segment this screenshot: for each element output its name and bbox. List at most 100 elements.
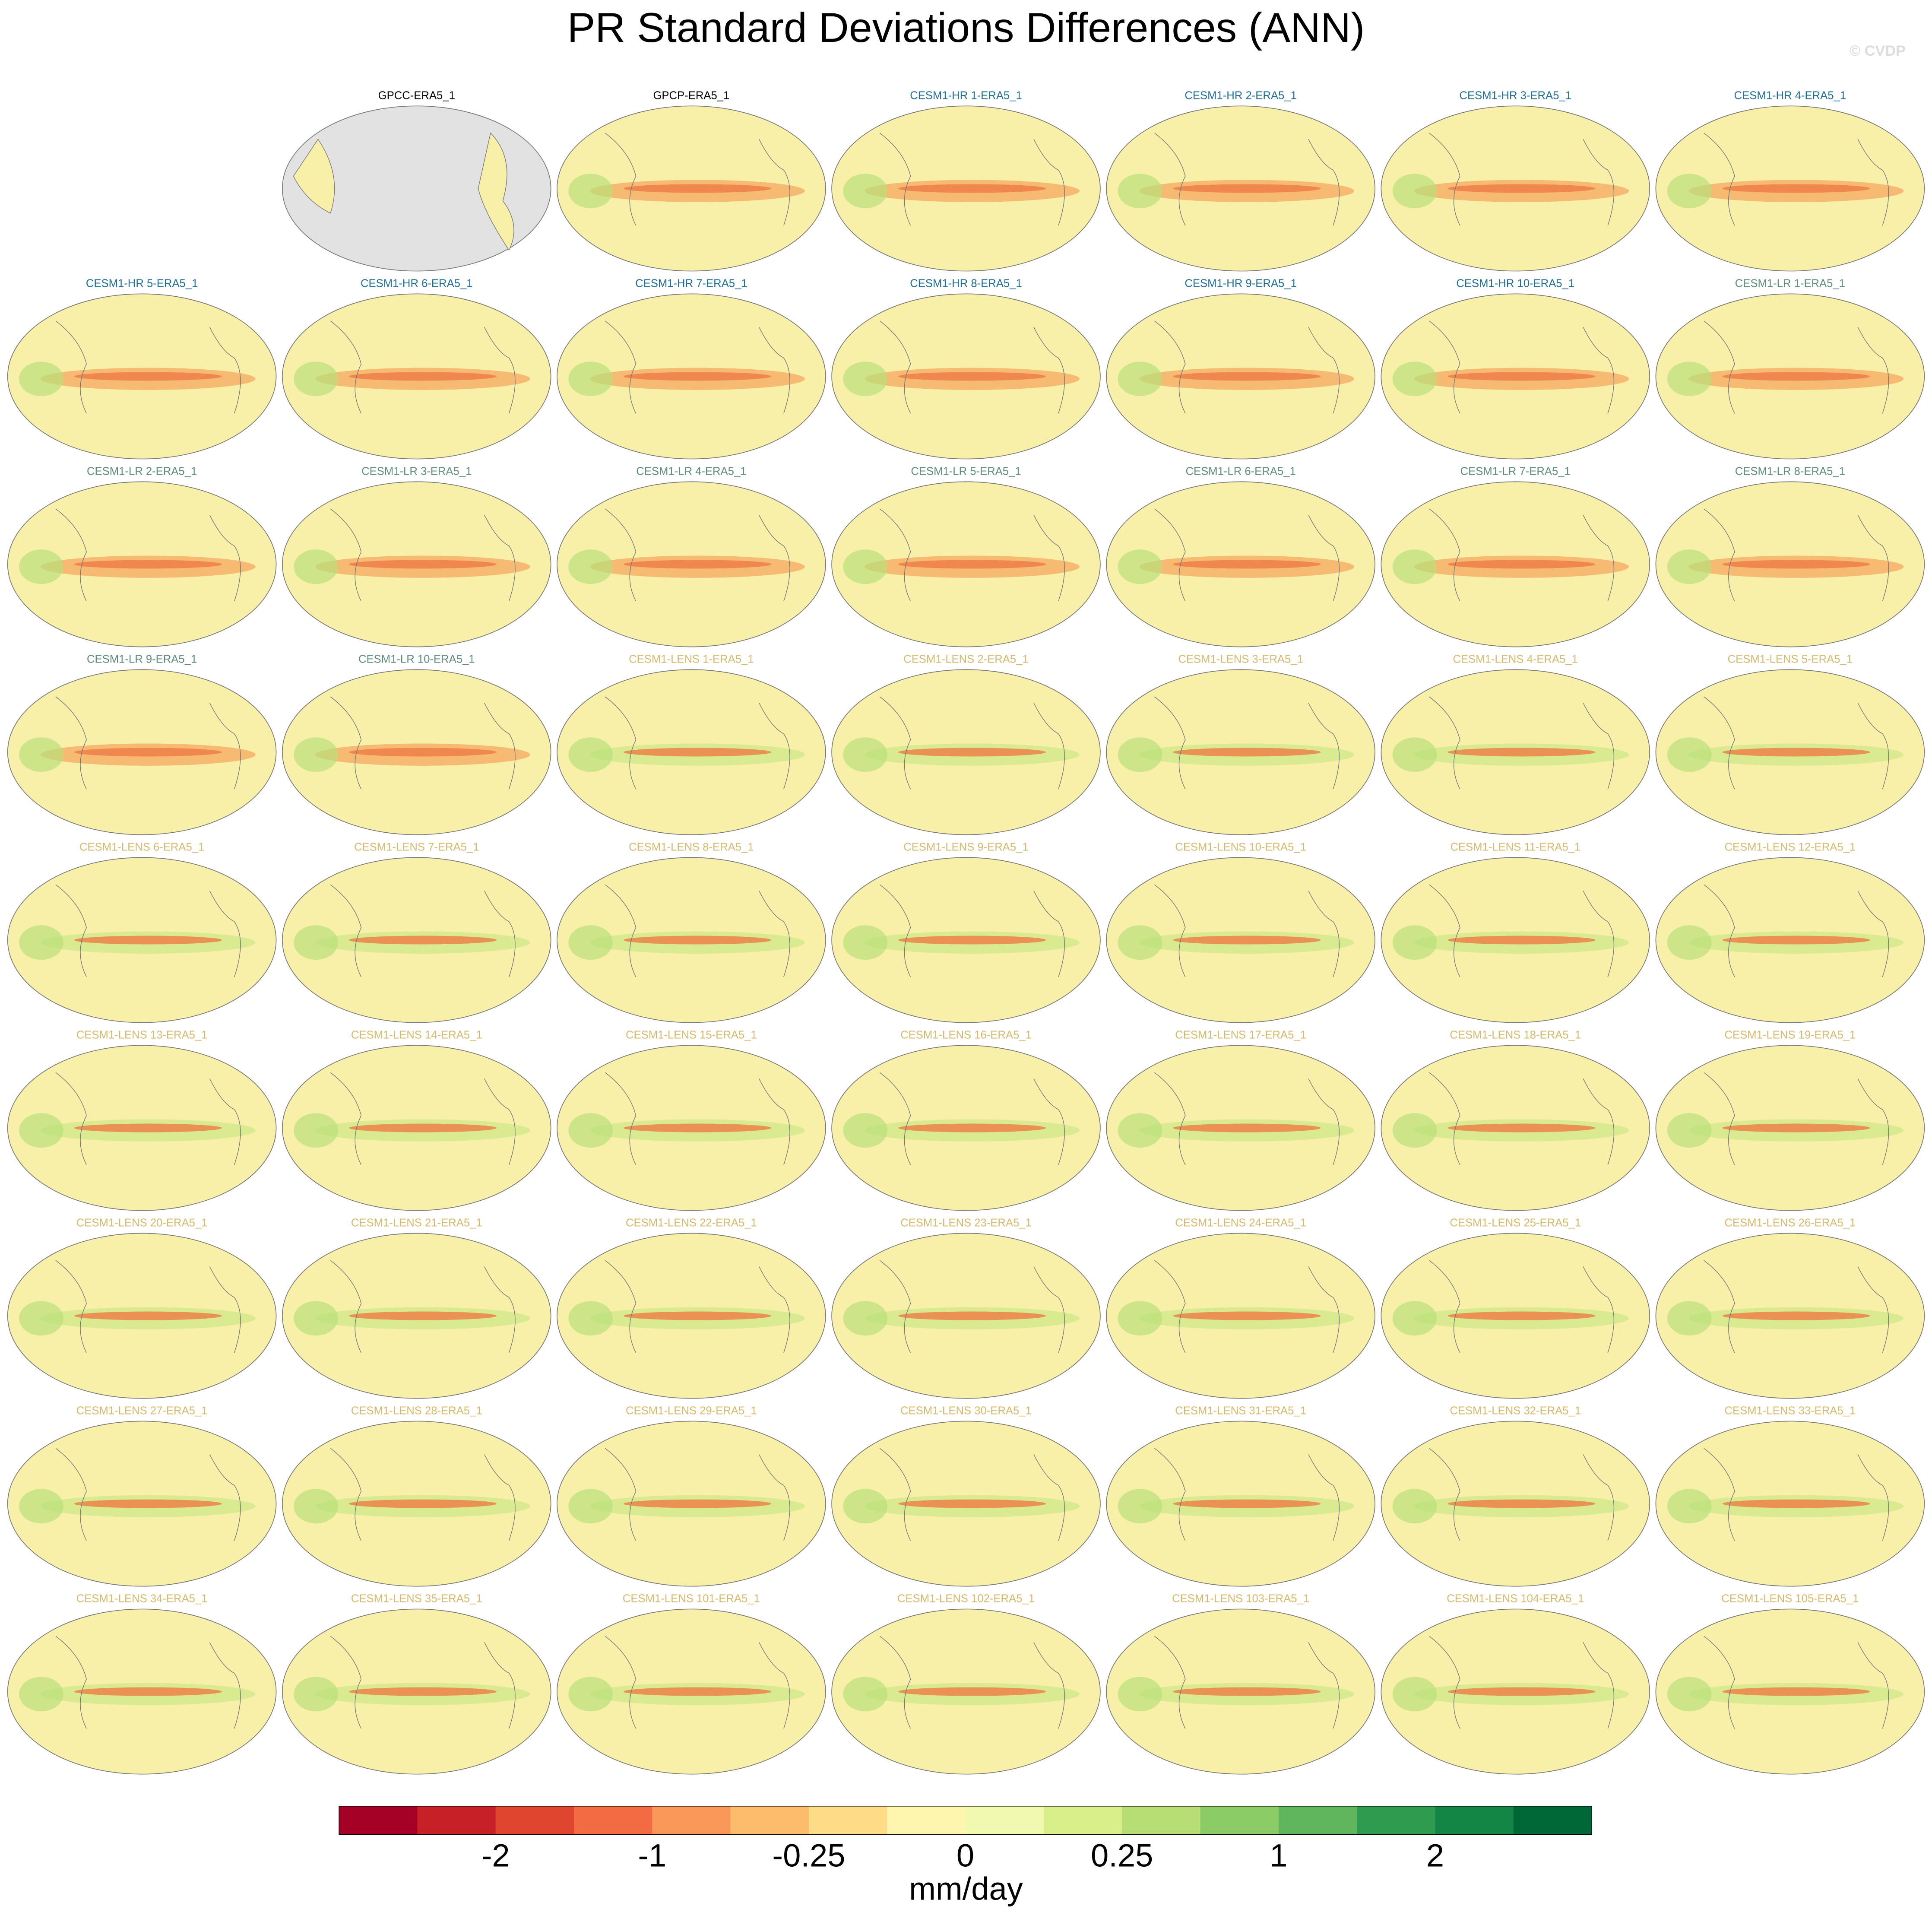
west-green	[843, 925, 888, 960]
coastline	[879, 133, 1065, 226]
coastline	[1429, 320, 1615, 414]
coastline	[1704, 1072, 1889, 1165]
west-green	[294, 1301, 338, 1336]
equatorial-core	[1722, 1687, 1870, 1696]
coastline	[330, 1072, 516, 1165]
equatorial-core	[624, 936, 772, 945]
coastline	[1154, 320, 1340, 414]
map-panel	[282, 1421, 551, 1587]
map-panel	[1106, 1045, 1375, 1211]
west-green	[1118, 925, 1162, 960]
map-panel	[282, 857, 551, 1023]
equatorial-core	[74, 372, 222, 381]
panel-title: CESM1-HR 10-ERA5_1	[1456, 277, 1574, 289]
equatorial-core	[1173, 1311, 1321, 1320]
equatorial-core	[1173, 1123, 1321, 1132]
coastline	[1704, 1448, 1889, 1541]
west-green	[1392, 174, 1437, 209]
map-panel	[282, 669, 551, 835]
equatorial-core	[1173, 372, 1321, 381]
west-green	[843, 737, 888, 772]
equatorial-core	[624, 1311, 772, 1320]
map-background	[282, 105, 551, 272]
west-green	[1667, 737, 1712, 772]
equatorial-core	[898, 1311, 1046, 1320]
map-panel	[1106, 481, 1375, 647]
panel-title: CESM1-LENS 12-ERA5_1	[1724, 841, 1856, 853]
panel-title: CESM1-HR 9-ERA5_1	[1185, 277, 1296, 289]
map-panel	[282, 481, 551, 647]
west-green	[19, 1113, 63, 1148]
coastline	[879, 1072, 1065, 1165]
map-panel	[557, 669, 826, 835]
panel-title: CESM1-LENS 9-ERA5_1	[903, 841, 1028, 853]
coastline	[1704, 696, 1889, 790]
colorbar-tick-label: 1	[1270, 1837, 1287, 1873]
coastline	[1154, 884, 1340, 977]
colorbar-box	[1357, 1806, 1436, 1835]
equatorial-core	[898, 1499, 1046, 1508]
equatorial-core	[74, 936, 222, 945]
west-green	[1118, 1301, 1162, 1336]
map-panel	[1381, 1421, 1650, 1587]
panel-title: CESM1-LENS 103-ERA5_1	[1172, 1592, 1309, 1605]
colorbar-tick-label: 0	[956, 1837, 974, 1873]
colorbar-frame	[339, 1806, 1592, 1835]
coastline	[1429, 696, 1615, 790]
west-green	[1667, 1489, 1712, 1524]
panel-title: CESM1-LENS 18-ERA5_1	[1450, 1029, 1581, 1041]
equatorial-core	[1722, 1123, 1870, 1132]
colorbar-box	[1513, 1806, 1592, 1835]
west-green	[843, 549, 888, 584]
panel-title: CESM1-LENS 101-ERA5_1	[623, 1592, 760, 1605]
west-green	[1392, 1489, 1437, 1524]
west-green	[568, 549, 613, 584]
equatorial-core	[349, 1123, 497, 1132]
map-panel	[557, 857, 826, 1023]
coastline	[879, 1260, 1065, 1353]
map-panel	[1381, 1045, 1650, 1211]
equatorial-core	[898, 560, 1046, 569]
watermark: © CVDP	[1850, 43, 1906, 59]
west-green	[568, 174, 613, 209]
panel-title: CESM1-LENS 105-ERA5_1	[1721, 1592, 1859, 1605]
map-panel	[1655, 1233, 1925, 1399]
coastline	[1704, 133, 1889, 226]
panel-title: CESM1-LR 9-ERA5_1	[87, 653, 197, 665]
equatorial-core	[1447, 1499, 1596, 1508]
west-green	[1118, 362, 1162, 396]
panel-title: CESM1-LR 5-ERA5_1	[911, 465, 1021, 477]
west-green	[568, 1489, 613, 1524]
colorbar-box	[1122, 1806, 1201, 1835]
coastline	[1704, 1636, 1889, 1729]
colorbar-box	[1043, 1806, 1123, 1835]
west-green	[294, 549, 338, 584]
colorbar-box	[808, 1806, 888, 1835]
equatorial-core	[349, 1499, 497, 1508]
coastline	[1704, 884, 1889, 977]
panel-title: CESM1-HR 3-ERA5_1	[1459, 89, 1571, 101]
panel-title: CESM1-LENS 10-ERA5_1	[1175, 841, 1306, 853]
west-green	[568, 737, 613, 772]
map-panel	[7, 1608, 277, 1775]
panel-title: CESM1-LENS 15-ERA5_1	[626, 1029, 757, 1041]
map-panel	[1106, 1608, 1375, 1775]
map-panel	[557, 481, 826, 647]
map-panel	[557, 1233, 826, 1399]
west-green	[294, 737, 338, 772]
west-green	[568, 1301, 613, 1336]
colorbar-tick-label: 2	[1426, 1837, 1444, 1873]
equatorial-core	[1722, 1499, 1870, 1508]
map-panel	[1655, 857, 1925, 1023]
panel-title: CESM1-LR 8-ERA5_1	[1735, 465, 1845, 477]
west-green	[1667, 174, 1712, 209]
west-green	[1392, 1301, 1437, 1336]
west-green	[1118, 549, 1162, 584]
equatorial-core	[624, 1123, 772, 1132]
coastline	[330, 1636, 516, 1729]
coastline	[879, 320, 1065, 414]
panel-title: CESM1-LENS 19-ERA5_1	[1724, 1029, 1856, 1041]
west-green	[294, 1113, 338, 1148]
colorbar-box	[573, 1806, 653, 1835]
